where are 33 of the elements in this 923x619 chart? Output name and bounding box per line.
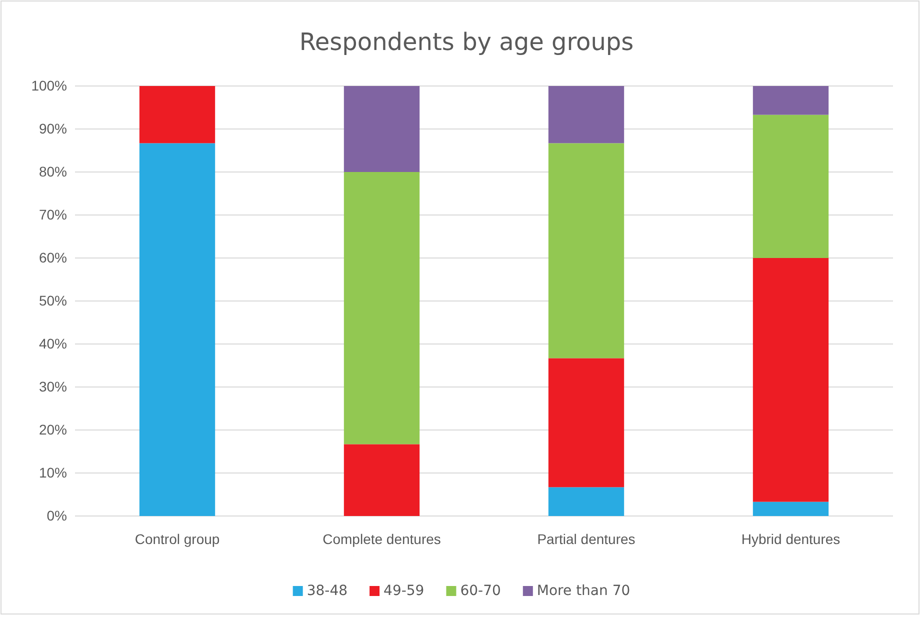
y-tick-label: 80%	[38, 163, 67, 180]
bar	[139, 143, 216, 516]
y-tick-label: 70%	[38, 206, 67, 222]
y-tick-label: 50%	[38, 292, 67, 308]
legend-label: More than 70	[536, 583, 630, 599]
y-tick-label: 40%	[38, 335, 67, 352]
legend-label: 49-59	[384, 583, 424, 599]
bar	[752, 86, 829, 115]
legend-label: 60-70	[460, 583, 501, 599]
x-tick-label: Control group	[134, 530, 220, 547]
bar	[344, 86, 420, 172]
chart-title: Respondents by age groups	[299, 28, 634, 56]
bar	[344, 172, 420, 444]
bar	[752, 114, 829, 258]
legend-label: 38-48	[306, 583, 348, 599]
x-tick-label: Complete dentures	[322, 530, 441, 547]
bar	[548, 487, 624, 516]
bar	[548, 86, 624, 144]
y-tick-label: 20%	[38, 421, 67, 438]
x-tick-label: Partial dentures	[537, 530, 636, 547]
y-tick-label: 90%	[38, 120, 67, 136]
y-tick-label: 100%	[31, 77, 67, 94]
bar	[752, 258, 829, 502]
y-tick-label: 60%	[38, 249, 67, 266]
x-tick-label: Hybrid dentures	[741, 530, 840, 547]
bar	[548, 358, 624, 488]
bar	[139, 86, 216, 144]
bar	[548, 143, 624, 358]
y-tick-label: 0%	[46, 507, 67, 524]
bar	[344, 444, 420, 516]
y-tick-label: 10%	[38, 464, 67, 480]
bar	[752, 502, 829, 516]
y-tick-label: 30%	[38, 378, 67, 394]
